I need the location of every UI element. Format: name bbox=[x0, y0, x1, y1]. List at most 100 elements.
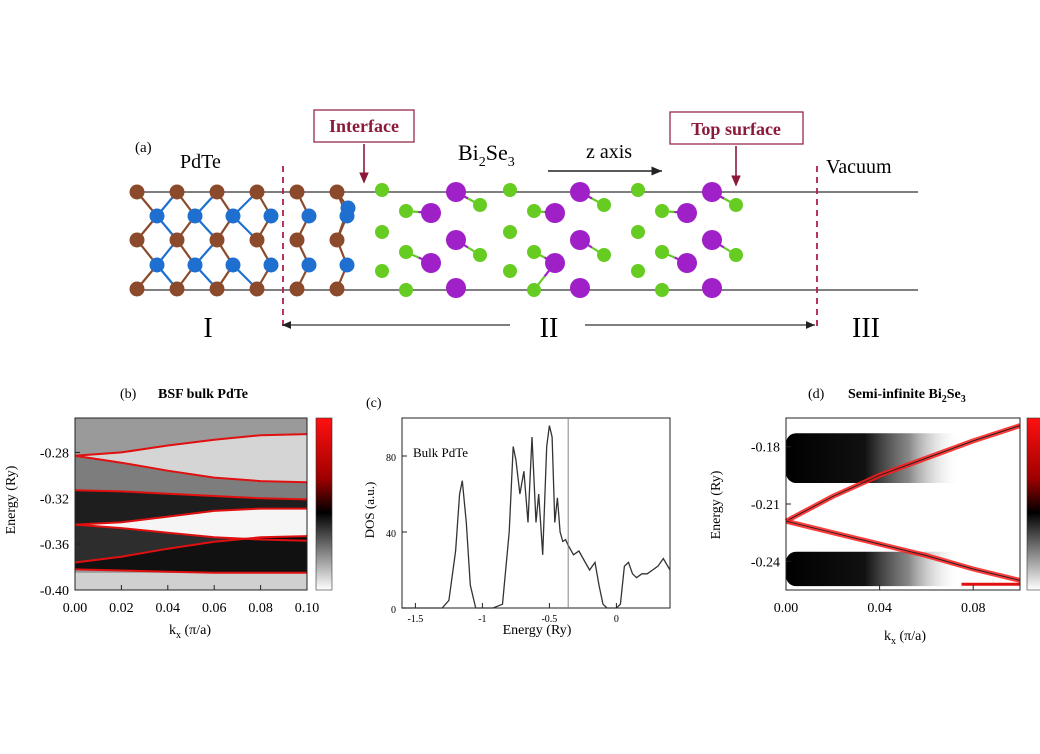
se-atom bbox=[655, 283, 669, 297]
y-tick-label: -0.32 bbox=[40, 492, 69, 507]
panel-c: (c) -1.5 -1 -0.5 0 0 40 80 Bulk PdTe Energy (R… bbox=[362, 396, 671, 638]
pd-atom bbox=[169, 232, 185, 248]
panel-d-ylabel: Energy (Ry) bbox=[709, 470, 724, 539]
y-tick-label: -0.18 bbox=[751, 441, 780, 456]
pd-atom bbox=[129, 184, 145, 200]
x-tick-label: 0.04 bbox=[867, 601, 892, 616]
bi-atom bbox=[446, 230, 466, 250]
se-atom bbox=[503, 264, 517, 278]
panel-d-plot: 0.00 0.04 0.08 -0.18 -0.21 -0.24 bbox=[751, 417, 1021, 616]
se-atom bbox=[631, 183, 645, 197]
band-line bbox=[74, 568, 307, 574]
x-tick-label: 0 bbox=[614, 614, 619, 625]
panel-b-frame bbox=[74, 417, 308, 591]
te-atom bbox=[225, 257, 241, 273]
panel-b-title: BSF bulk PdTe bbox=[158, 387, 248, 402]
band-region-light bbox=[75, 434, 307, 483]
x-tick-label: 0.10 bbox=[295, 601, 320, 616]
y-tick-label: 0 bbox=[391, 605, 396, 616]
se-atom bbox=[655, 245, 669, 259]
te-atom bbox=[225, 208, 241, 224]
se-atom bbox=[631, 264, 645, 278]
se-atom bbox=[597, 198, 611, 212]
bi-atom bbox=[570, 182, 590, 202]
band-line bbox=[74, 454, 308, 484]
panel-b-xlabel: kx (π/a) bbox=[169, 623, 211, 641]
se-atom bbox=[473, 198, 487, 212]
te-atom bbox=[187, 257, 203, 273]
se-atom bbox=[729, 248, 743, 262]
y-tick-label: 80 bbox=[386, 453, 396, 464]
atomic-structure bbox=[129, 182, 743, 298]
panel-c-ylabel: DOS (a.u.) bbox=[362, 482, 377, 539]
te-atom bbox=[301, 257, 317, 273]
bi-atom bbox=[421, 253, 441, 273]
se-atom bbox=[597, 248, 611, 262]
y-tick-label: -0.28 bbox=[40, 446, 69, 461]
y-tick-label: 40 bbox=[386, 529, 396, 540]
panel-d-label: (d) bbox=[808, 387, 825, 402]
te-atom bbox=[149, 257, 165, 273]
pd-atom bbox=[249, 184, 265, 200]
panel-a-label: (a) bbox=[135, 140, 152, 156]
bi-atom bbox=[421, 203, 441, 223]
band-line bbox=[74, 433, 308, 457]
interface-label: Interface bbox=[329, 116, 399, 136]
panel-d-xlabel: kx (π/a) bbox=[884, 629, 926, 647]
bi-atom bbox=[677, 253, 697, 273]
panel-c-xlabel: Energy (Ry) bbox=[503, 623, 572, 638]
bulk-band-valence bbox=[786, 551, 962, 587]
top-surface-label: Top surface bbox=[691, 119, 781, 139]
x-tick-label: 0.00 bbox=[63, 601, 88, 616]
bi-atom bbox=[702, 182, 722, 202]
band-region-grey bbox=[75, 455, 307, 500]
te-atom bbox=[187, 208, 203, 224]
bi-atom bbox=[446, 182, 466, 202]
panel-b-ylabel: Energy (Ry) bbox=[4, 465, 19, 534]
y-tick-label: -0.21 bbox=[751, 498, 780, 513]
bi-atom bbox=[702, 230, 722, 250]
pd-atom bbox=[129, 232, 145, 248]
te-atom bbox=[339, 257, 355, 273]
se-atom bbox=[503, 183, 517, 197]
se-atom bbox=[655, 204, 669, 218]
bi-atom bbox=[570, 278, 590, 298]
bi-atom bbox=[545, 203, 565, 223]
te-atom bbox=[340, 200, 356, 216]
se-atom bbox=[631, 225, 645, 239]
se-atom bbox=[375, 264, 389, 278]
region-II-label: II bbox=[540, 313, 559, 344]
panel-d: (d) Semi-infinite Bi2Se3 0.00 0.04 0.08 -0.… bbox=[709, 387, 1040, 647]
bi-atom bbox=[446, 278, 466, 298]
bi-atom bbox=[677, 203, 697, 223]
x-tick-label: -1.5 bbox=[407, 614, 423, 625]
se-atom bbox=[729, 198, 743, 212]
x-tick-label: 0.06 bbox=[202, 601, 227, 616]
band-region-dark bbox=[75, 536, 307, 573]
pd-atom bbox=[169, 184, 185, 200]
se-atom bbox=[527, 245, 541, 259]
surface-state-line bbox=[785, 520, 1021, 581]
te-atom bbox=[263, 208, 279, 224]
pd-atom bbox=[169, 281, 185, 297]
x-tick-label: 0.08 bbox=[961, 601, 986, 616]
se-atom bbox=[527, 283, 541, 297]
panel-c-plot: -1.5 -1 -0.5 0 0 40 80 bbox=[386, 417, 671, 625]
pd-atom bbox=[289, 232, 305, 248]
band-line bbox=[74, 507, 307, 526]
region-III-label: III bbox=[852, 313, 880, 344]
x-tick-label: 0.00 bbox=[774, 601, 799, 616]
x-tick-label: 0.02 bbox=[109, 601, 134, 616]
panel-b-plot: 0.00 0.02 0.04 0.06 0.08 0.10 -0.28 -0.32 -0.36 -… bbox=[40, 417, 320, 616]
panel-b: (b) BSF bulk PdTe 0.00 0.02 0.04 0.06 0.08 0.… bbox=[4, 387, 333, 641]
schematic-panel: (a) PdTe Bi2Se3 z axis Interface Top sur… bbox=[129, 109, 918, 344]
panel-c-annotation: Bulk PdTe bbox=[413, 445, 468, 460]
se-atom bbox=[375, 183, 389, 197]
band-region-bottom bbox=[75, 572, 307, 590]
panel-d-colorbar bbox=[1026, 417, 1040, 591]
se-atom bbox=[399, 283, 413, 297]
surface-state-line bbox=[785, 425, 1021, 522]
atoms-layer bbox=[129, 182, 743, 298]
pd-atom bbox=[209, 184, 225, 200]
se-atom bbox=[503, 225, 517, 239]
